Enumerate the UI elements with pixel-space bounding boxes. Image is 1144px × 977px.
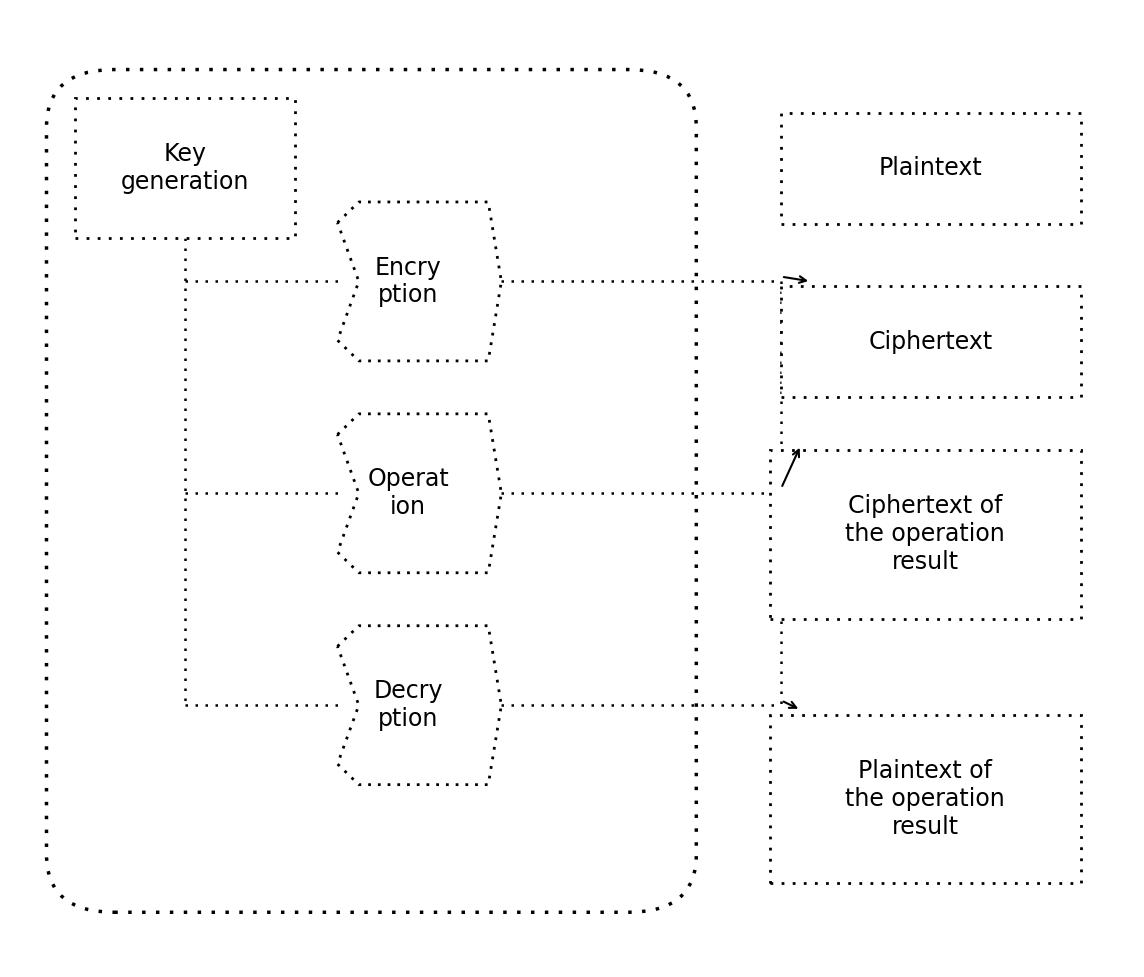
Text: Ciphertext: Ciphertext	[868, 329, 993, 354]
Bar	[770, 715, 1081, 883]
Bar	[770, 450, 1081, 618]
Bar	[781, 113, 1081, 224]
Bar	[781, 286, 1081, 397]
Text: Encry
ption: Encry ption	[375, 256, 442, 308]
Text: Operat
ion: Operat ion	[367, 467, 448, 519]
Text: Ciphertext of
the operation
result: Ciphertext of the operation result	[845, 494, 1006, 574]
Text: Key
generation: Key generation	[121, 143, 249, 194]
Text: Plaintext of
the operation
result: Plaintext of the operation result	[845, 759, 1006, 839]
Bar	[74, 99, 295, 238]
Text: Decry
ption: Decry ption	[373, 679, 443, 731]
Text: Plaintext: Plaintext	[879, 156, 983, 181]
FancyBboxPatch shape	[47, 69, 697, 913]
